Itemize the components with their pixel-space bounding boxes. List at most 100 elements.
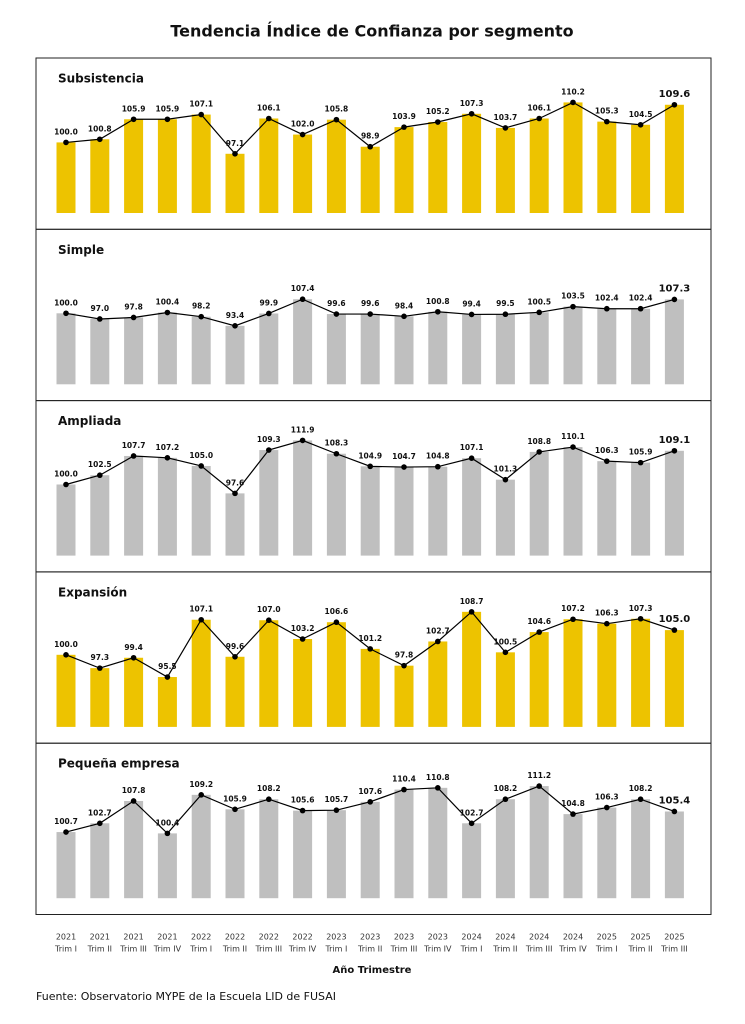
value-label: 100.7 bbox=[54, 817, 78, 826]
point bbox=[299, 296, 306, 303]
point bbox=[401, 786, 407, 793]
value-label: 108.8 bbox=[527, 437, 551, 446]
bar bbox=[56, 313, 76, 385]
bar bbox=[326, 453, 346, 556]
x-tick-year: 2021 bbox=[123, 933, 143, 942]
point bbox=[671, 808, 678, 815]
value-label: 111.9 bbox=[291, 425, 315, 434]
point bbox=[299, 131, 306, 138]
value-label: 100.0 bbox=[54, 640, 78, 649]
point bbox=[130, 314, 137, 321]
bar bbox=[326, 810, 346, 899]
point bbox=[367, 799, 374, 805]
point bbox=[198, 463, 204, 469]
x-tick-year: 2022 bbox=[259, 933, 279, 942]
point bbox=[266, 617, 272, 624]
bar bbox=[90, 668, 110, 727]
point bbox=[401, 464, 407, 470]
bar bbox=[124, 455, 144, 556]
point bbox=[435, 463, 441, 470]
value-label: 97.6 bbox=[226, 478, 245, 487]
point bbox=[435, 638, 441, 645]
x-tick-quarter: Trim II bbox=[357, 945, 382, 954]
point bbox=[604, 620, 610, 627]
value-label: 110.4 bbox=[392, 775, 416, 784]
point bbox=[604, 804, 610, 811]
value-label: 105.2 bbox=[426, 107, 450, 116]
point bbox=[435, 785, 441, 791]
point bbox=[468, 609, 475, 615]
value-label: 107.2 bbox=[156, 443, 180, 452]
point bbox=[671, 296, 678, 303]
value-label: 105.3 bbox=[595, 107, 619, 116]
point bbox=[604, 305, 610, 312]
point bbox=[130, 798, 137, 804]
point bbox=[299, 807, 306, 814]
x-tick-quarter: Trim II bbox=[492, 945, 517, 954]
value-label: 107.4 bbox=[291, 284, 315, 293]
bar bbox=[157, 677, 177, 727]
bar bbox=[90, 318, 110, 385]
x-axis-label: Año Trimestre bbox=[333, 965, 412, 976]
point bbox=[570, 616, 576, 623]
value-label: 108.7 bbox=[460, 597, 484, 606]
point bbox=[164, 830, 171, 837]
bar bbox=[90, 475, 110, 556]
point bbox=[198, 792, 204, 798]
bar bbox=[360, 146, 380, 213]
value-label: 105.6 bbox=[291, 796, 315, 805]
point bbox=[435, 119, 441, 125]
point bbox=[637, 121, 644, 128]
bar bbox=[529, 786, 549, 899]
value-label: 98.9 bbox=[361, 132, 380, 141]
bar bbox=[428, 122, 448, 213]
point bbox=[333, 311, 340, 317]
value-label: 106.1 bbox=[527, 103, 551, 112]
value-label: 99.4 bbox=[462, 299, 481, 308]
value-label: 100.4 bbox=[156, 298, 180, 307]
panel-title: Subsistencia bbox=[58, 72, 144, 86]
value-label: 102.5 bbox=[88, 460, 112, 469]
x-tick-quarter: Trim IV bbox=[288, 945, 317, 954]
x-tick-year: 2021 bbox=[90, 933, 110, 942]
bar bbox=[563, 447, 583, 556]
point bbox=[637, 305, 644, 312]
value-label: 110.8 bbox=[426, 773, 450, 782]
value-label: 109.2 bbox=[189, 780, 213, 789]
point bbox=[63, 139, 69, 146]
value-label: 104.9 bbox=[358, 451, 382, 460]
x-tick-year: 2022 bbox=[191, 933, 211, 942]
value-label: 99.6 bbox=[361, 299, 380, 308]
value-label: 106.3 bbox=[595, 609, 619, 618]
bar bbox=[529, 451, 549, 556]
value-label: 99.5 bbox=[496, 299, 515, 308]
bar bbox=[225, 809, 245, 899]
point bbox=[97, 472, 103, 479]
point bbox=[130, 654, 137, 661]
x-tick-quarter: Trim IV bbox=[153, 945, 182, 954]
value-label: 102.7 bbox=[460, 808, 484, 817]
x-tick-quarter: Trim I bbox=[189, 945, 212, 954]
x-tick-year: 2023 bbox=[428, 933, 448, 942]
point bbox=[637, 796, 644, 803]
point bbox=[536, 309, 542, 316]
x-tick-year: 2021 bbox=[56, 933, 76, 942]
point bbox=[367, 646, 374, 652]
value-label: 103.9 bbox=[392, 112, 416, 121]
point bbox=[671, 627, 678, 633]
bar bbox=[597, 121, 617, 213]
point bbox=[671, 447, 678, 454]
bar bbox=[293, 810, 313, 899]
point bbox=[367, 143, 374, 150]
value-label: 105.0 bbox=[189, 451, 213, 460]
x-tick-quarter: Trim III bbox=[119, 945, 147, 954]
x-tick-quarter: Trim I bbox=[324, 945, 347, 954]
value-label: 99.4 bbox=[124, 643, 143, 652]
bar bbox=[90, 823, 110, 899]
point bbox=[671, 101, 678, 108]
point bbox=[164, 116, 171, 123]
point bbox=[536, 783, 542, 789]
value-label: 105.9 bbox=[122, 104, 146, 113]
value-label: 99.6 bbox=[327, 299, 346, 308]
point bbox=[63, 652, 69, 658]
